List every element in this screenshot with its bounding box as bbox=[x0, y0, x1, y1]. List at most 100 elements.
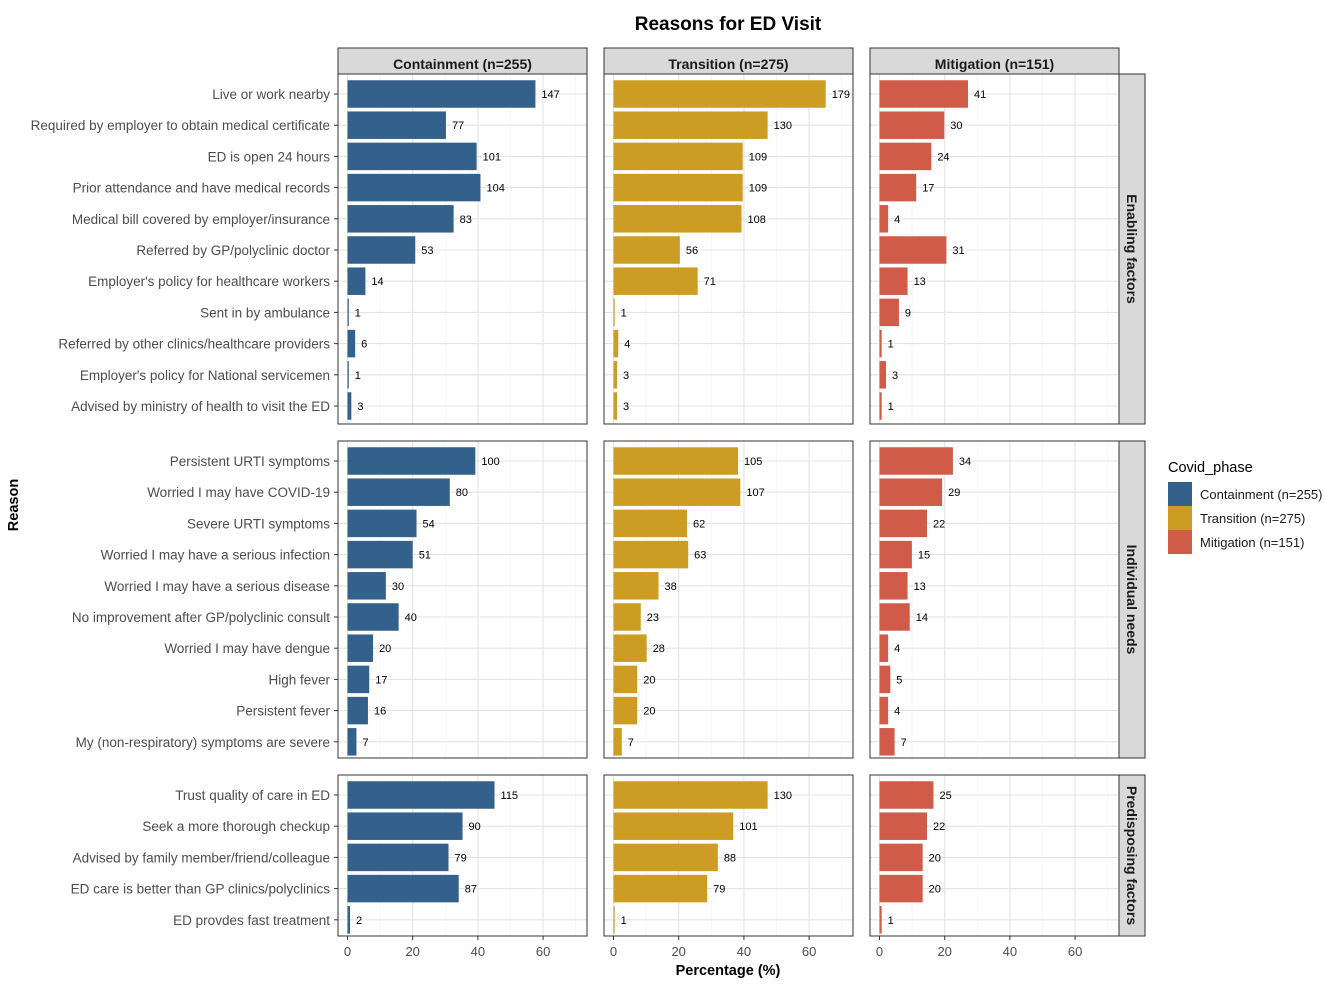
x-tick-label: 60 bbox=[536, 944, 550, 959]
panel-border-predisposing-factors-transition-n-275 bbox=[603, 774, 854, 937]
data-label-severe-urti-symptoms-containment-n-255: 54 bbox=[423, 518, 435, 530]
bar-worried-i-may-have-covid-19-transition-n-275 bbox=[613, 478, 741, 506]
bar-ed-care-is-better-than-gp-clinics-polyclinics-containment-n-255 bbox=[347, 874, 459, 903]
facet-label-containment-n-255: Containment (n=255) bbox=[393, 56, 532, 72]
data-label-high-fever-mitigation-n-151: 5 bbox=[896, 674, 902, 686]
bar-no-improvement-after-gp-polyclinic-consult-transition-n-275 bbox=[613, 603, 641, 631]
data-label-employer-s-policy-for-national-servicemen-mitigation-n-151: 3 bbox=[892, 370, 898, 382]
bar-worried-i-may-have-dengue-mitigation-n-151 bbox=[879, 634, 889, 662]
x-tick-label: 40 bbox=[1003, 944, 1017, 959]
data-label-seek-a-more-thorough-checkup-transition-n-275: 101 bbox=[739, 821, 757, 833]
bar-advised-by-ministry-of-health-to-visit-the-ed-containment-n-255 bbox=[347, 392, 352, 420]
bar-advised-by-ministry-of-health-to-visit-the-ed-mitigation-n-151 bbox=[879, 392, 882, 420]
bar-severe-urti-symptoms-containment-n-255 bbox=[347, 509, 417, 538]
bar-worried-i-may-have-a-serious-disease-transition-n-275 bbox=[613, 572, 659, 600]
panel-border-enabling-factors-containment-n-255 bbox=[337, 73, 588, 425]
data-label-persistent-urti-symptoms-transition-n-275: 105 bbox=[744, 456, 762, 468]
bar-worried-i-may-have-a-serious-infection-transition-n-275 bbox=[613, 540, 689, 569]
data-label-persistent-fever-mitigation-n-151: 4 bbox=[894, 706, 900, 718]
panel-border-individual-needs-containment-n-255 bbox=[337, 440, 588, 759]
data-label-ed-care-is-better-than-gp-clinics-polyclinics-containment-n-255: 87 bbox=[465, 884, 477, 896]
row-label-enabling-factors: Enabling factors bbox=[1124, 194, 1140, 304]
y-tick-label-no-improvement-after-gp-polyclinic-consult: No improvement after GP/polyclinic consu… bbox=[72, 610, 330, 625]
bar-persistent-fever-containment-n-255 bbox=[347, 696, 368, 725]
data-label-prior-attendance-and-have-medical-records-mitigation-n-151: 17 bbox=[922, 183, 934, 195]
y-tick-label-advised-by-family-member-friend-colleague: Advised by family member/friend/colleagu… bbox=[73, 850, 330, 865]
bar-sent-in-by-ambulance-containment-n-255 bbox=[347, 298, 349, 327]
data-label-no-improvement-after-gp-polyclinic-consult-transition-n-275: 23 bbox=[647, 612, 659, 624]
y-tick-label-worried-i-may-have-a-serious-disease: Worried I may have a serious disease bbox=[104, 579, 330, 594]
bar-persistent-urti-symptoms-containment-n-255 bbox=[347, 447, 476, 475]
bar-worried-i-may-have-a-serious-disease-containment-n-255 bbox=[347, 572, 386, 600]
data-label-no-improvement-after-gp-polyclinic-consult-mitigation-n-151: 14 bbox=[916, 612, 928, 624]
data-label-seek-a-more-thorough-checkup-mitigation-n-151: 22 bbox=[933, 821, 945, 833]
data-label-sent-in-by-ambulance-containment-n-255: 1 bbox=[355, 307, 361, 319]
data-label-advised-by-family-member-friend-colleague-containment-n-255: 79 bbox=[454, 852, 466, 864]
bar-worried-i-may-have-dengue-containment-n-255 bbox=[347, 634, 374, 662]
data-label-high-fever-transition-n-275: 20 bbox=[643, 674, 655, 686]
data-label-sent-in-by-ambulance-transition-n-275: 1 bbox=[621, 307, 627, 319]
data-label-employer-s-policy-for-national-servicemen-transition-n-275: 3 bbox=[623, 370, 629, 382]
data-label-employer-s-policy-for-healthcare-workers-containment-n-255: 14 bbox=[371, 276, 383, 288]
bar-high-fever-mitigation-n-151 bbox=[879, 665, 891, 694]
data-label-live-or-work-nearby-mitigation-n-151: 41 bbox=[974, 89, 986, 101]
data-label-worried-i-may-have-a-serious-disease-mitigation-n-151: 13 bbox=[914, 581, 926, 593]
data-label-ed-is-open-24-hours-containment-n-255: 101 bbox=[483, 151, 501, 163]
bar-severe-urti-symptoms-transition-n-275 bbox=[613, 509, 687, 538]
y-tick-label-ed-is-open-24-hours: ED is open 24 hours bbox=[208, 149, 331, 164]
legend-label-transition-n-275: Transition (n=275) bbox=[1200, 511, 1305, 526]
y-tick-label-employer-s-policy-for-healthcare-workers: Employer's policy for healthcare workers bbox=[88, 274, 330, 289]
bar-no-improvement-after-gp-polyclinic-consult-containment-n-255 bbox=[347, 603, 399, 631]
data-label-trust-quality-of-care-in-ed-transition-n-275: 130 bbox=[774, 790, 792, 802]
bar-worried-i-may-have-a-serious-infection-mitigation-n-151 bbox=[879, 540, 912, 569]
bar-seek-a-more-thorough-checkup-containment-n-255 bbox=[347, 812, 463, 840]
bar-medical-bill-covered-by-employer-insurance-containment-n-255 bbox=[347, 205, 454, 233]
data-label-employer-s-policy-for-healthcare-workers-transition-n-275: 71 bbox=[704, 276, 716, 288]
bar-my-non-respiratory-symptoms-are-severe-containment-n-255 bbox=[347, 728, 357, 756]
bar-prior-attendance-and-have-medical-records-transition-n-275 bbox=[613, 173, 743, 202]
y-tick-label-medical-bill-covered-by-employer-insurance: Medical bill covered by employer/insuran… bbox=[72, 212, 330, 227]
bar-referred-by-other-clinics-healthcare-providers-transition-n-275 bbox=[613, 329, 619, 358]
bar-ed-care-is-better-than-gp-clinics-polyclinics-mitigation-n-151 bbox=[879, 874, 923, 903]
y-tick-label-live-or-work-nearby: Live or work nearby bbox=[212, 87, 330, 102]
bar-persistent-fever-mitigation-n-151 bbox=[879, 696, 889, 725]
y-tick-label-sent-in-by-ambulance: Sent in by ambulance bbox=[200, 305, 330, 320]
y-tick-label-worried-i-may-have-a-serious-infection: Worried I may have a serious infection bbox=[101, 548, 330, 563]
data-label-referred-by-gp-polyclinic-doctor-mitigation-n-151: 31 bbox=[952, 245, 964, 257]
data-label-ed-care-is-better-than-gp-clinics-polyclinics-mitigation-n-151: 20 bbox=[929, 884, 941, 896]
x-tick-label: 20 bbox=[937, 944, 951, 959]
data-label-advised-by-ministry-of-health-to-visit-the-ed-transition-n-275: 3 bbox=[623, 401, 629, 413]
data-label-referred-by-gp-polyclinic-doctor-transition-n-275: 56 bbox=[686, 245, 698, 257]
bar-live-or-work-nearby-containment-n-255 bbox=[347, 80, 536, 108]
data-label-worried-i-may-have-dengue-transition-n-275: 28 bbox=[653, 643, 665, 655]
data-label-trust-quality-of-care-in-ed-containment-n-255: 115 bbox=[501, 790, 519, 802]
panel-border-individual-needs-transition-n-275 bbox=[603, 440, 854, 759]
bar-ed-is-open-24-hours-mitigation-n-151 bbox=[879, 142, 932, 171]
y-tick-label-employer-s-policy-for-national-servicemen: Employer's policy for National serviceme… bbox=[80, 368, 330, 383]
legend-swatch-mitigation-n-151 bbox=[1168, 530, 1192, 554]
bar-ed-provdes-fast-treatment-containment-n-255 bbox=[347, 906, 351, 934]
data-label-required-by-employer-to-obtain-medical-certificate-transition-n-275: 130 bbox=[774, 120, 792, 132]
bar-worried-i-may-have-a-serious-infection-containment-n-255 bbox=[347, 540, 413, 569]
data-label-my-non-respiratory-symptoms-are-severe-transition-n-275: 7 bbox=[628, 737, 634, 749]
y-tick-label-seek-a-more-thorough-checkup: Seek a more thorough checkup bbox=[142, 819, 330, 834]
data-label-prior-attendance-and-have-medical-records-containment-n-255: 104 bbox=[486, 183, 504, 195]
data-label-ed-care-is-better-than-gp-clinics-polyclinics-transition-n-275: 79 bbox=[713, 884, 725, 896]
bar-trust-quality-of-care-in-ed-mitigation-n-151 bbox=[879, 781, 934, 809]
bar-medical-bill-covered-by-employer-insurance-mitigation-n-151 bbox=[879, 205, 889, 233]
data-label-seek-a-more-thorough-checkup-containment-n-255: 90 bbox=[469, 821, 481, 833]
legend-swatch-containment-n-255 bbox=[1168, 482, 1192, 506]
data-label-advised-by-family-member-friend-colleague-mitigation-n-151: 20 bbox=[929, 852, 941, 864]
y-tick-label-severe-urti-symptoms: Severe URTI symptoms bbox=[187, 516, 330, 531]
data-label-ed-provdes-fast-treatment-transition-n-275: 1 bbox=[621, 915, 627, 927]
data-label-worried-i-may-have-a-serious-infection-transition-n-275: 63 bbox=[694, 550, 706, 562]
y-tick-label-ed-provdes-fast-treatment: ED provdes fast treatment bbox=[173, 913, 330, 928]
data-label-persistent-urti-symptoms-containment-n-255: 100 bbox=[481, 456, 499, 468]
row-strip-enabling-factors bbox=[1118, 73, 1146, 425]
legend-title: Covid_phase bbox=[1168, 460, 1253, 476]
data-label-sent-in-by-ambulance-mitigation-n-151: 9 bbox=[905, 307, 911, 319]
x-tick-label: 60 bbox=[802, 944, 816, 959]
y-axis-title: Reason bbox=[6, 479, 22, 531]
bar-my-non-respiratory-symptoms-are-severe-transition-n-275 bbox=[613, 728, 622, 756]
